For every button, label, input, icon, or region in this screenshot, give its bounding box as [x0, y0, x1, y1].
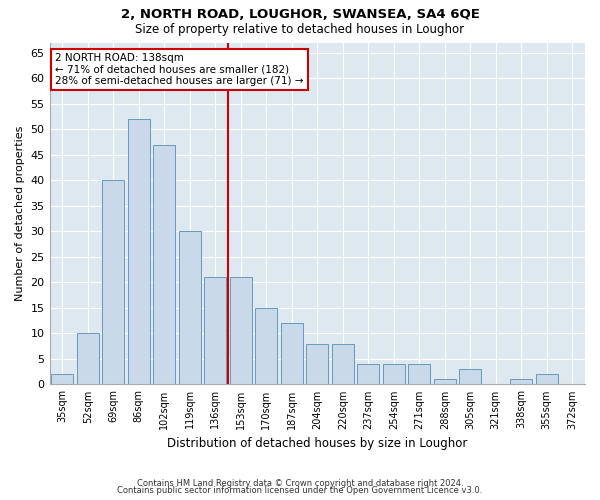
Bar — [332, 344, 353, 384]
X-axis label: Distribution of detached houses by size in Loughor: Distribution of detached houses by size … — [167, 437, 467, 450]
Bar — [511, 380, 532, 384]
Bar — [179, 232, 200, 384]
Bar — [281, 323, 302, 384]
Bar — [52, 374, 73, 384]
Bar — [205, 278, 226, 384]
Y-axis label: Number of detached properties: Number of detached properties — [15, 126, 25, 301]
Bar — [536, 374, 557, 384]
Text: Contains HM Land Registry data © Crown copyright and database right 2024.: Contains HM Land Registry data © Crown c… — [137, 478, 463, 488]
Bar — [230, 278, 251, 384]
Bar — [128, 119, 149, 384]
Text: Size of property relative to detached houses in Loughor: Size of property relative to detached ho… — [136, 22, 464, 36]
Bar — [434, 380, 455, 384]
Text: Contains public sector information licensed under the Open Government Licence v3: Contains public sector information licen… — [118, 486, 482, 495]
Bar — [154, 144, 175, 384]
Text: 2, NORTH ROAD, LOUGHOR, SWANSEA, SA4 6QE: 2, NORTH ROAD, LOUGHOR, SWANSEA, SA4 6QE — [121, 8, 479, 20]
Text: 2 NORTH ROAD: 138sqm
← 71% of detached houses are smaller (182)
28% of semi-deta: 2 NORTH ROAD: 138sqm ← 71% of detached h… — [55, 53, 304, 86]
Bar — [77, 334, 98, 384]
Bar — [307, 344, 328, 384]
Bar — [103, 180, 124, 384]
Bar — [460, 369, 481, 384]
Bar — [383, 364, 404, 384]
Bar — [409, 364, 430, 384]
Bar — [256, 308, 277, 384]
Bar — [358, 364, 379, 384]
